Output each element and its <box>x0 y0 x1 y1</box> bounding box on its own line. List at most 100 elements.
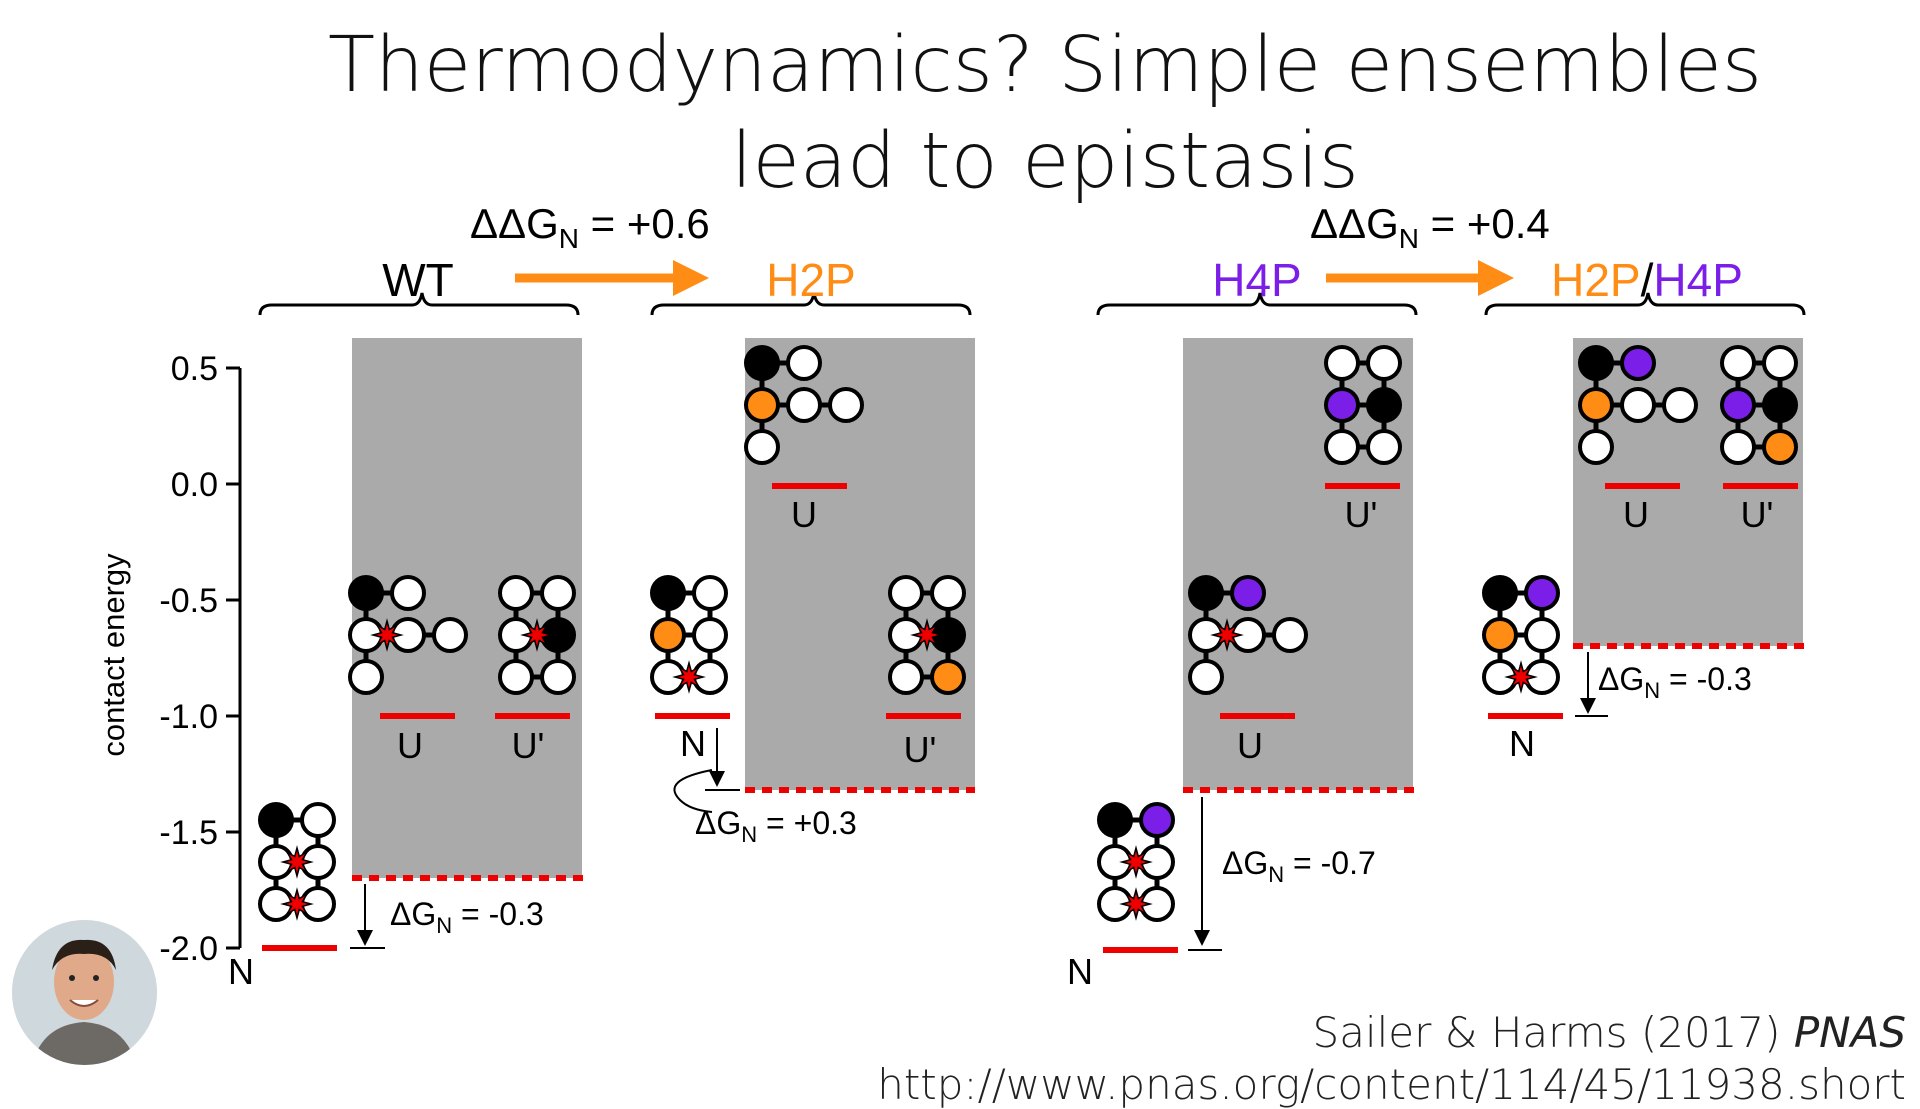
contact-star <box>1210 618 1244 652</box>
y-tick-label: 0.0 <box>171 466 218 504</box>
residue-bead <box>1762 429 1798 465</box>
h2p-u-prime-label: U' <box>904 729 937 770</box>
state-labels: N U U' N U U' U U' N U U' N <box>228 494 1773 992</box>
wt-unfolded-box <box>352 338 582 878</box>
residue-bead <box>828 387 864 423</box>
residue-bead <box>1524 575 1560 611</box>
residue-bead <box>540 575 576 611</box>
residue-bead <box>1366 429 1402 465</box>
residue-bead <box>1482 617 1518 653</box>
residue-bead <box>650 575 686 611</box>
residue-bead <box>300 802 336 838</box>
residue-bead <box>348 659 384 695</box>
molecule-sketches <box>258 345 1798 922</box>
h4p-dg-label: ΔGN = -0.7 <box>1222 845 1376 887</box>
residue-bead <box>498 659 534 695</box>
residue-bead <box>744 345 780 381</box>
y-axis: 0.5 0.0 -0.5 -1.0 -1.5 -2.0 contact energy <box>96 350 242 968</box>
double-n-label: N <box>1509 723 1535 764</box>
residue-bead <box>786 387 822 423</box>
contact-star <box>520 618 554 652</box>
residue-bead <box>390 575 426 611</box>
h2p-native <box>650 575 728 695</box>
double-u-prime-label: U' <box>1741 494 1774 535</box>
residue-bead <box>1188 575 1224 611</box>
residue-bead <box>1097 802 1133 838</box>
residue-bead <box>1762 387 1798 423</box>
residue-bead <box>1366 387 1402 423</box>
double-unfolded <box>1578 345 1698 465</box>
left-mutation-header: ΔΔGN = +0.6 WT H2P <box>382 200 856 306</box>
presenter-photo <box>12 920 157 1065</box>
wt-u-label: U <box>397 725 423 766</box>
h4p-u-label: U <box>1237 725 1263 766</box>
y-axis-label: contact energy <box>96 553 131 757</box>
residue-bead <box>650 617 686 653</box>
h4p-native <box>1097 802 1175 922</box>
citation-authors: Sailer & Harms (2017) <box>1312 1008 1794 1057</box>
dg-labels: ΔGN = -0.3 ΔGN = +0.3 ΔGN = -0.7 ΔGN = -… <box>390 661 1752 938</box>
residue-bead <box>786 345 822 381</box>
y-tick-label: -1.0 <box>159 698 218 736</box>
citation-journal: PNAS <box>1793 1008 1906 1057</box>
residue-bead <box>888 659 924 695</box>
svg-text:ΔΔGN = +0.4: ΔΔGN = +0.4 <box>1310 200 1550 254</box>
right-mutation-header: ΔΔGN = +0.4 H4P H2P/H4P <box>1212 200 1743 306</box>
double-unfolded-box <box>1573 338 1803 646</box>
h4p-u-prime-label: U' <box>1345 494 1378 535</box>
residue-bead <box>1720 429 1756 465</box>
y-tick-label: -1.5 <box>159 814 218 852</box>
residue-bead <box>348 575 384 611</box>
double-dg-label: ΔGN = -0.3 <box>1598 661 1752 703</box>
wt-native <box>258 802 336 922</box>
wt-label: WT <box>382 254 454 306</box>
wt-unfolded-alt <box>498 575 576 695</box>
residue-bead <box>1482 575 1518 611</box>
residue-bead <box>1762 345 1798 381</box>
svg-text:H2P/H4P: H2P/H4P <box>1551 254 1743 306</box>
residue-bead <box>888 575 924 611</box>
svg-text:ΔΔGN = +0.6: ΔΔGN = +0.6 <box>470 200 710 254</box>
residue-bead <box>1324 345 1360 381</box>
residue-bead <box>1720 345 1756 381</box>
h2p-n-label: N <box>680 723 706 764</box>
residue-bead <box>1272 617 1308 653</box>
double-u-label: U <box>1623 494 1649 535</box>
epistasis-diagram: 0.5 0.0 -0.5 -1.0 -1.5 -2.0 contact energy ΔΔ… <box>96 200 1806 992</box>
residue-bead <box>432 617 468 653</box>
residue-bead <box>1578 345 1614 381</box>
y-tick-label: -2.0 <box>159 930 218 968</box>
dg-arrows <box>350 652 1608 951</box>
double-native <box>1482 575 1560 695</box>
residue-bead <box>930 575 966 611</box>
residue-bead <box>1662 387 1698 423</box>
wt-u-prime-label: U' <box>512 725 545 766</box>
h2p-combo-label: H2P <box>1551 254 1640 306</box>
residue-bead <box>1620 345 1656 381</box>
wt-unfolded <box>348 575 468 695</box>
citation: Sailer & Harms (2017) PNAS <box>1313 1008 1906 1057</box>
y-tick-label: 0.5 <box>171 350 218 388</box>
title-line-2: lead to epistasis <box>731 117 1359 206</box>
residue-bead <box>1324 387 1360 423</box>
citation-url[interactable]: http://www.pnas.org/content/114/45/11938… <box>877 1060 1906 1109</box>
slide-title: Thermodynamics? Simple ensembles lead to… <box>0 18 1920 210</box>
contact-star <box>1119 845 1153 879</box>
residue-bead <box>1620 387 1656 423</box>
residue-bead <box>1188 659 1224 695</box>
energy-levels <box>262 483 1805 953</box>
h4p-n-label: N <box>1067 951 1093 992</box>
residue-bead <box>1366 345 1402 381</box>
h2p-unfolded <box>744 345 864 465</box>
h2p-unfolded-alt <box>888 575 966 695</box>
contact-star <box>910 618 944 652</box>
residue-bead <box>1524 617 1560 653</box>
contact-star <box>672 660 706 694</box>
residue-bead <box>930 659 966 695</box>
h2p-label: H2P <box>766 254 855 306</box>
residue-bead <box>1139 802 1175 838</box>
residue-bead <box>498 575 534 611</box>
residue-bead <box>258 802 294 838</box>
residue-bead <box>1578 387 1614 423</box>
contact-star <box>280 887 314 921</box>
